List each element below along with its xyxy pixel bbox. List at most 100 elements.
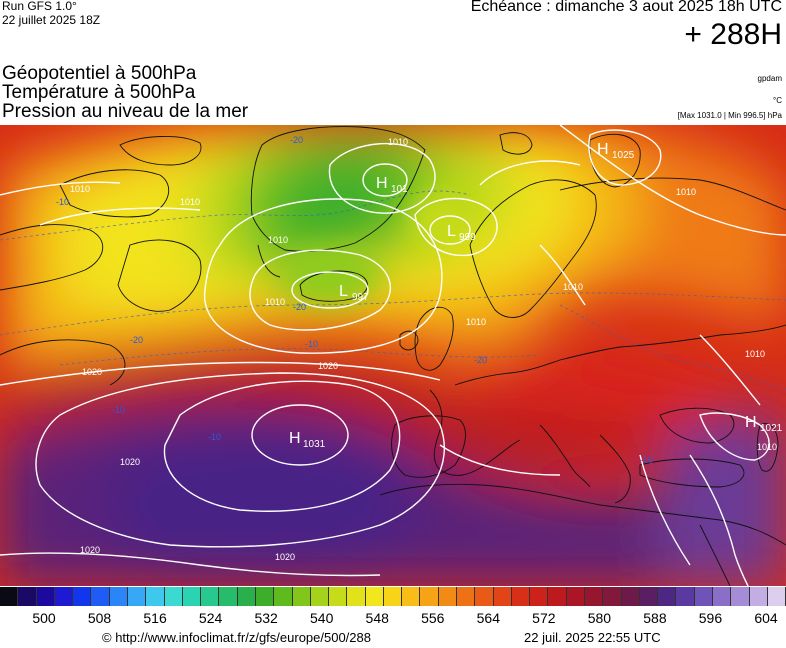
high-center-1025: H 1025 [597, 141, 635, 161]
color-scale-swatch [310, 587, 330, 606]
color-scale-swatch [438, 587, 458, 606]
color-scale-label: 540 [310, 610, 334, 626]
isobar-label: 1010 [268, 235, 288, 245]
color-scale-label: 580 [587, 610, 612, 626]
color-scale-swatch [237, 587, 256, 606]
isotherms [0, 190, 786, 391]
color-scale-label: 556 [421, 610, 445, 626]
isobar-label: 1010 [563, 282, 583, 292]
isotherm-label: -10 [56, 197, 69, 207]
color-scale-swatch [201, 587, 220, 606]
color-scale-swatch [54, 587, 74, 606]
color-scale-swatch [91, 587, 110, 606]
color-scale-swatch [18, 587, 37, 606]
color-scale-swatch [639, 587, 659, 606]
title-temperature: Température à 500hPa [2, 82, 196, 103]
credit-url: © http://www.infoclimat.fr/z/gfs/europe/… [102, 630, 371, 645]
isotherm-label: -20 [130, 335, 143, 345]
color-scale-swatch [292, 587, 311, 606]
isotherm-label: -20 [474, 355, 487, 365]
color-scale-label: 524 [198, 610, 223, 626]
color-scale-labels: 500 508 516 524 532 540 548 556 564 572 580 588 596 6… [0, 610, 786, 628]
isotherm-label: -10 [112, 405, 125, 415]
high-center-101: H 101 [376, 175, 408, 195]
color-scale-label: 500 [32, 610, 56, 626]
svg-text:999: 999 [459, 232, 476, 243]
color-scale-swatch [566, 587, 585, 606]
isobar-label: 1010 [70, 184, 90, 194]
high-center-1021: H 1021 [745, 414, 783, 434]
isotherm-label: -10 [305, 339, 318, 349]
color-scale-swatch [274, 587, 293, 606]
color-scale-swatch [255, 587, 275, 606]
color-scale-swatch [36, 587, 55, 606]
color-scale-swatch [420, 587, 439, 606]
generation-time: 22 juil. 2025 22:55 UTC [524, 630, 661, 645]
isobar-label: 1010 [388, 137, 408, 147]
color-scale-swatch [658, 587, 677, 606]
pressure-centers: H 1031 H 1025 H 1021 H 101 L 999 L 997 [289, 141, 783, 450]
isobar-label: 1020 [275, 552, 295, 562]
isobar-label: 1020 [82, 367, 102, 377]
color-scale-swatch [347, 587, 366, 606]
color-scale-swatch [621, 587, 640, 606]
run-title: Run GFS 1.0° [2, 0, 77, 13]
low-center-997: L 997 [339, 283, 369, 303]
color-scale-swatch [73, 587, 92, 606]
svg-text:101: 101 [391, 184, 408, 195]
color-scale-swatch [712, 587, 732, 606]
isobar-labels: 1010 1010 1010 1010 1010 1010 1020 1020 … [70, 137, 777, 562]
unit-geopotential: gpdam [757, 74, 782, 83]
isobar-label: 1010 [676, 187, 696, 197]
color-scale-label: 604 [754, 610, 778, 626]
svg-text:L: L [447, 223, 456, 240]
isotherm-label: -20 [293, 302, 306, 312]
unit-temperature: °C [773, 96, 782, 105]
color-scale-label: 548 [365, 610, 389, 626]
color-scale-swatch [383, 587, 403, 606]
color-scale-swatch [731, 587, 750, 606]
color-scale-swatch [0, 587, 19, 606]
pressure-min-max: [Max 1031.0 | Min 996.5] hPa [677, 111, 782, 120]
color-scale-label: 572 [532, 610, 556, 626]
color-scale-swatch [402, 587, 421, 606]
isobar-label: 1020 [318, 361, 338, 371]
isobars [0, 125, 786, 586]
color-scale-swatch [329, 587, 348, 606]
color-scale-swatch [127, 587, 147, 606]
color-scale-swatch [182, 587, 202, 606]
color-scale-swatch [767, 587, 786, 606]
color-scale-swatch [548, 587, 567, 606]
color-scale-swatch [530, 587, 549, 606]
color-scale-label: 516 [143, 610, 167, 626]
color-scale-swatch [493, 587, 512, 606]
color-scale-label: 596 [698, 610, 723, 626]
isobar-label: 1010 [466, 317, 486, 327]
title-pressure: Pression au niveau de la mer [2, 101, 249, 122]
svg-text:1021: 1021 [760, 423, 783, 434]
isotherm-label: -10 [208, 432, 221, 442]
run-date: 22 juillet 2025 18Z [2, 13, 101, 27]
isotherm-labels: -20 -20 -20 -20 -10 -10 -10 -10 -10 [56, 135, 653, 465]
color-scale-swatch [146, 587, 165, 606]
weather-map: 1010 1010 1010 1010 1010 1010 1020 1020 … [0, 125, 786, 586]
svg-text:H: H [745, 414, 757, 431]
isobar-label: 1020 [120, 457, 140, 467]
color-scale-label: 564 [476, 610, 500, 626]
color-scale-swatch [603, 587, 622, 606]
svg-text:1031: 1031 [303, 439, 326, 450]
svg-text:H: H [376, 175, 388, 192]
svg-text:1025: 1025 [612, 150, 635, 161]
color-scale-swatch [365, 587, 384, 606]
color-scale-swatch [475, 587, 494, 606]
color-scale-label: 532 [254, 610, 278, 626]
isobar-label: 1010 [180, 197, 200, 207]
color-scale-label: 508 [87, 610, 112, 626]
color-scale-swatch [694, 587, 713, 606]
color-scale-swatch [511, 587, 531, 606]
isobar-label: 1010 [745, 349, 765, 359]
forecast-valid-time: Echéance : dimanche 3 aout 2025 18h UTC [470, 0, 782, 15]
color-scale-swatch [676, 587, 695, 606]
isotherm-label: -20 [290, 135, 303, 145]
isobar-label: 1010 [757, 442, 777, 452]
